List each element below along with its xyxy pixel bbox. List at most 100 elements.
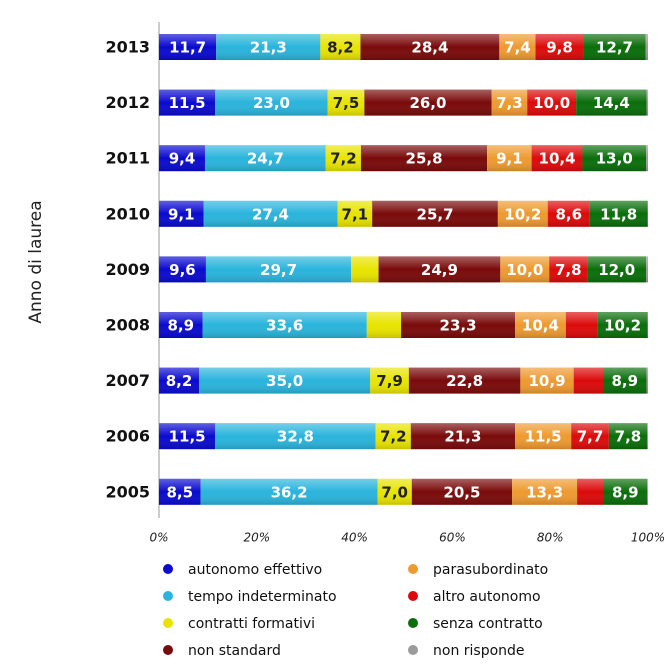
bar-shine (370, 367, 409, 394)
data-label: 11,8 (600, 205, 637, 223)
bar-shine (375, 423, 411, 450)
bar-shine (216, 34, 321, 60)
data-label: 24,9 (421, 261, 458, 279)
legend-label: contratti formativi (188, 616, 315, 632)
x-tick-label: 100% (631, 531, 665, 545)
data-label: 9,1 (168, 205, 195, 223)
bar-shine (647, 478, 648, 505)
data-label: 9,8 (546, 39, 573, 57)
bar-shine (499, 34, 536, 60)
legend-marker (163, 645, 173, 655)
data-label: 7,8 (615, 428, 642, 446)
bar-shine (573, 367, 604, 394)
data-label: 32,8 (277, 428, 314, 446)
bar-shine (512, 478, 578, 505)
legend-label: senza contratto (433, 616, 543, 632)
bar-shine (377, 478, 412, 505)
data-label: 10,4 (522, 317, 559, 335)
bar-shine (491, 89, 528, 116)
y-tick-label: 2005 (105, 482, 150, 501)
data-label: 7,8 (555, 261, 582, 279)
bar-shine (203, 200, 338, 227)
bar-shine (565, 312, 598, 338)
bar-shine (646, 367, 648, 394)
bar-shine (320, 34, 361, 60)
bar-shine (410, 423, 515, 450)
bar-shine (577, 478, 604, 505)
bar-shine (364, 89, 492, 116)
bar-shine (647, 423, 648, 450)
data-label: 26,0 (409, 94, 446, 112)
bar-shine (500, 256, 550, 283)
bar-shine (514, 423, 572, 450)
data-label: 7,3 (496, 94, 523, 112)
bar-shine (372, 200, 498, 227)
legend-marker (408, 645, 418, 655)
bar-shine (215, 423, 376, 450)
bar-shine (587, 256, 647, 283)
data-label: 7,9 (376, 372, 403, 390)
legend-marker (163, 564, 173, 574)
bar-shine (583, 34, 646, 60)
data-label: 28,4 (411, 39, 448, 57)
bar-shine (215, 89, 328, 116)
data-label: 11,7 (169, 39, 206, 57)
data-label: 7,2 (330, 150, 357, 168)
data-label: 7,5 (333, 94, 360, 112)
y-tick-label: 2008 (105, 316, 150, 335)
data-label: 20,5 (443, 483, 480, 501)
bar-shine (159, 145, 205, 172)
legend-marker (163, 618, 173, 628)
bar-shine (159, 423, 216, 450)
legend-label: tempo indeterminato (188, 589, 337, 605)
data-label: 7,1 (342, 205, 369, 223)
bar-shine (159, 89, 216, 116)
bar-shine (401, 312, 515, 338)
data-label: 9,1 (496, 150, 523, 168)
data-label: 24,7 (247, 150, 284, 168)
legend-marker (163, 591, 173, 601)
data-label: 22,8 (446, 372, 483, 390)
bar-shine (514, 312, 566, 338)
bar-shine (608, 423, 648, 450)
bar-shine (202, 312, 367, 338)
bar-shine (535, 34, 584, 60)
legend-label: non risponde (433, 643, 525, 659)
data-label: 10,2 (604, 317, 641, 335)
data-label: 10,4 (539, 150, 576, 168)
data-label: 8,6 (555, 205, 582, 223)
bar-shine (200, 478, 378, 505)
bar-shine (571, 423, 609, 450)
data-label: 10,0 (506, 261, 543, 279)
y-tick-label: 2011 (105, 149, 150, 168)
data-label: 7,2 (380, 428, 407, 446)
x-tick-label: 0% (149, 531, 168, 545)
data-label: 13,3 (526, 483, 563, 501)
data-label: 14,4 (593, 94, 630, 112)
bar-shine (366, 312, 402, 338)
data-label: 10,2 (504, 205, 541, 223)
bar-shine (487, 145, 532, 172)
bar-shine (576, 89, 647, 116)
data-label: 9,6 (169, 261, 196, 279)
bar-shine (351, 256, 379, 283)
x-tick-label: 40% (341, 531, 368, 545)
bar-shine (378, 256, 501, 283)
legend-marker (408, 591, 418, 601)
bar-shine (520, 367, 574, 394)
legend-marker (408, 618, 418, 628)
bar-shine (159, 367, 200, 394)
bar-shine (547, 200, 590, 227)
data-label: 11,5 (169, 428, 206, 446)
bar-shine (408, 367, 521, 394)
data-label: 27,4 (252, 205, 289, 223)
data-label: 35,0 (266, 372, 303, 390)
y-tick-label: 2010 (105, 204, 150, 223)
legend-label: altro autonomo (433, 589, 541, 605)
y-tick-label: 2006 (105, 427, 150, 446)
bar-shine (645, 34, 648, 60)
data-label: 8,2 (166, 372, 193, 390)
data-label: 12,0 (598, 261, 635, 279)
bar-shine (646, 256, 648, 283)
